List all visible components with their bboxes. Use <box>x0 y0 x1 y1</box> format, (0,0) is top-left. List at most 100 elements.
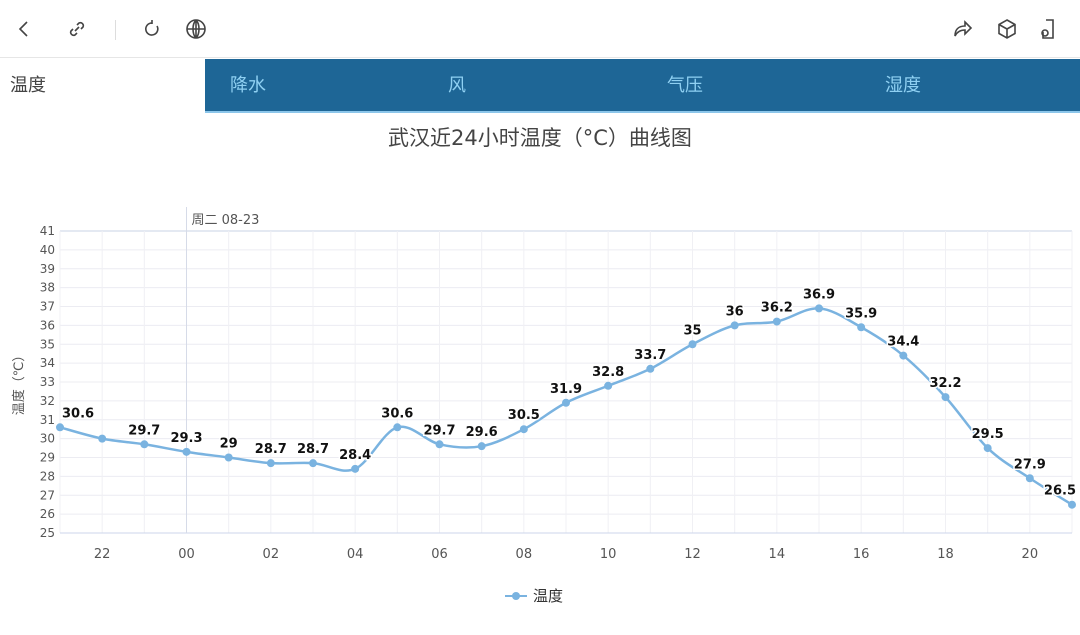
data-label: 36 <box>726 304 744 319</box>
cube-icon[interactable] <box>995 17 1019 41</box>
globe-icon[interactable] <box>184 17 208 41</box>
x-tick-label: 08 <box>516 547 533 562</box>
y-tick-label: 29 <box>40 451 55 465</box>
data-label: 28.4 <box>339 448 371 463</box>
y-tick-label: 30 <box>40 432 55 446</box>
data-label: 30.6 <box>381 406 413 421</box>
y-tick-label: 35 <box>40 337 55 351</box>
x-tick-label: 02 <box>263 547 280 562</box>
data-label: 31.9 <box>550 382 582 397</box>
y-tick-label: 26 <box>40 507 55 521</box>
data-label: 32.2 <box>929 376 961 391</box>
back-icon[interactable] <box>12 17 36 41</box>
data-label: 36.9 <box>803 287 835 302</box>
y-tick-label: 27 <box>40 488 55 502</box>
y-tick-label: 38 <box>40 281 55 295</box>
legend-item[interactable]: 温度 <box>505 585 563 606</box>
y-tick-label: 37 <box>40 300 55 314</box>
y-tick-label: 39 <box>40 262 55 276</box>
data-label: 29.3 <box>170 431 202 446</box>
y-tick-label: 28 <box>40 469 55 483</box>
data-point <box>56 423 64 432</box>
refresh-icon[interactable] <box>140 17 164 41</box>
data-label: 35.9 <box>845 306 877 321</box>
data-point <box>1025 474 1034 483</box>
tab-bar: 温度 降水 风 气压 湿度 <box>0 59 1080 113</box>
data-point <box>604 381 613 390</box>
data-point <box>224 453 233 462</box>
data-label: 29 <box>220 437 238 452</box>
data-point <box>646 364 655 373</box>
x-tick-label: 06 <box>431 547 448 562</box>
phone-icon[interactable] <box>1036 17 1060 41</box>
data-label: 28.7 <box>297 442 329 457</box>
chart-title: 武汉近24小时温度（°C）曲线图 <box>388 126 692 150</box>
x-tick-label: 14 <box>769 547 786 562</box>
tab-pressure[interactable]: 气压 <box>667 75 703 96</box>
x-tick-label: 22 <box>94 547 111 562</box>
x-tick-label: 00 <box>178 547 195 562</box>
data-label: 33.7 <box>634 348 666 363</box>
data-point <box>772 317 781 326</box>
data-point <box>941 393 950 402</box>
tab-humidity[interactable]: 湿度 <box>885 75 921 96</box>
data-label: 26.5 <box>1044 484 1076 499</box>
data-label: 30.5 <box>508 408 540 423</box>
data-point <box>140 440 149 449</box>
data-label: 35 <box>683 323 701 338</box>
legend-label: 温度 <box>533 587 564 605</box>
data-point <box>266 459 275 468</box>
data-label: 30.6 <box>62 406 94 421</box>
data-label: 29.7 <box>128 423 160 438</box>
data-point <box>730 321 739 330</box>
browser-toolbar <box>0 0 1080 58</box>
data-point <box>562 398 570 407</box>
x-tick-label: 20 <box>1022 547 1039 562</box>
data-point <box>477 442 486 451</box>
data-point <box>309 459 317 468</box>
data-point <box>983 444 992 453</box>
legend-marker <box>505 591 527 600</box>
y-axis-label: 温度（℃） <box>11 349 27 416</box>
link-icon[interactable] <box>65 17 89 41</box>
data-label: 27.9 <box>1014 457 1046 472</box>
x-tick-label: 18 <box>937 547 954 562</box>
data-label: 28.7 <box>255 442 287 457</box>
y-tick-label: 40 <box>40 243 55 257</box>
data-point <box>519 425 528 434</box>
tab-temperature[interactable]: 温度 <box>0 59 205 113</box>
temperature-chart: 25 26 27 28 29 30 31 32 33 34 35 36 37 38 39 40 41 22 00 02… <box>11 207 1078 562</box>
data-label: 29.6 <box>466 425 498 440</box>
data-point <box>435 440 444 449</box>
y-tick-label: 25 <box>40 526 55 540</box>
data-label: 32.8 <box>592 365 624 380</box>
y-tick-label: 32 <box>40 394 55 408</box>
x-tick-label: 10 <box>600 547 617 562</box>
x-tick-label: 04 <box>347 547 364 562</box>
data-label: 34.4 <box>887 335 919 350</box>
y-tick-label: 33 <box>40 375 55 389</box>
tab-wind[interactable]: 风 <box>448 75 466 96</box>
x-tick-label: 16 <box>853 547 870 562</box>
data-label: 36.2 <box>761 301 793 316</box>
data-point <box>688 340 697 349</box>
data-label: 29.7 <box>423 423 455 438</box>
y-tick-label: 31 <box>40 413 55 427</box>
data-point <box>182 447 191 456</box>
y-tick-label: 41 <box>40 224 55 238</box>
y-tick-label: 34 <box>40 356 55 370</box>
divider <box>115 20 116 40</box>
data-point <box>899 351 908 360</box>
data-point <box>351 464 360 473</box>
x-tick-label: 12 <box>684 547 701 562</box>
tab-precipitation[interactable]: 降水 <box>230 75 266 96</box>
data-point <box>393 423 402 432</box>
day-marker-label: 周二 08-23 <box>192 213 260 228</box>
data-point <box>857 323 866 332</box>
share-icon[interactable] <box>951 17 975 41</box>
data-point <box>1068 500 1076 509</box>
y-tick-label: 36 <box>40 318 55 332</box>
data-point <box>98 434 107 443</box>
data-label: 29.5 <box>972 427 1004 442</box>
data-point <box>815 304 823 313</box>
